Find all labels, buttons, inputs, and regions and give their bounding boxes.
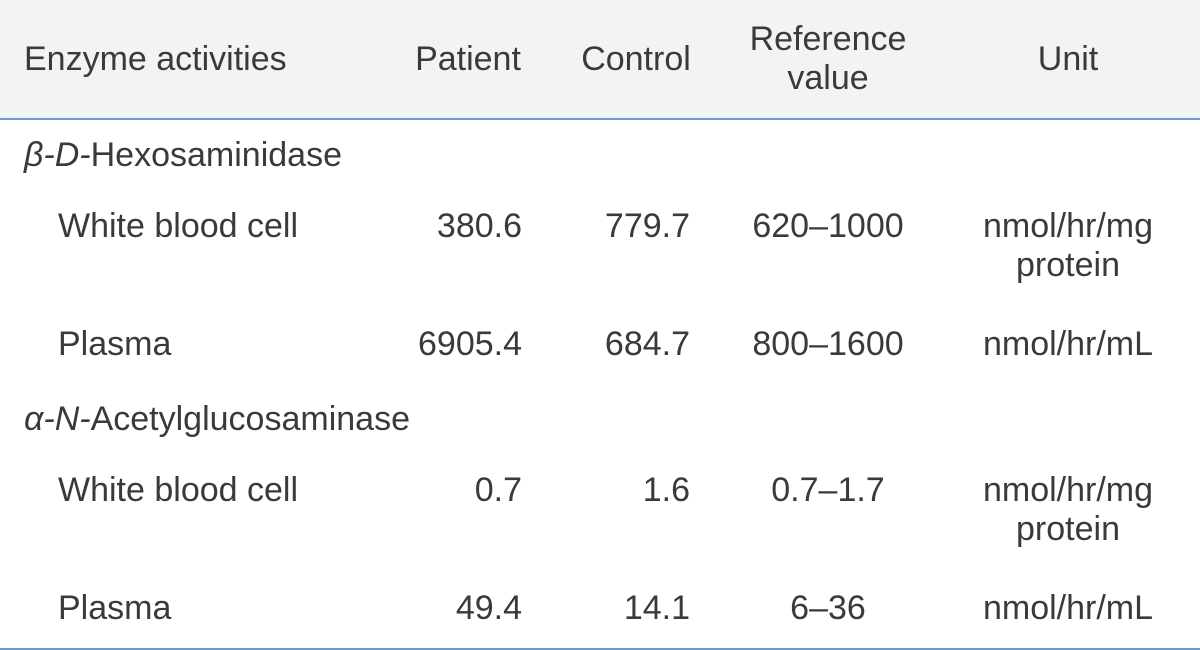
row-patient: 0.7 [384, 451, 552, 569]
row-unit-line1: nmol/hr/mg [983, 471, 1153, 509]
row-patient: 6905.4 [384, 305, 552, 384]
row-control: 1.6 [552, 451, 720, 569]
row-unit-line2: protein [1016, 246, 1120, 284]
section-title-rest: Acetylglucosaminase [91, 400, 410, 438]
row-unit-line1: nmol/hr/mg [983, 207, 1153, 245]
col-header-refvalue-text: Referencevalue [750, 20, 907, 97]
section-title-prefix: α-N- [24, 400, 91, 438]
section-title: α-N-Acetylglucosaminase [0, 384, 1200, 451]
row-unit: nmol/hr/mL [936, 569, 1200, 649]
row-unit-line2: protein [1016, 510, 1120, 548]
section-title: β-D-Hexosaminidase [0, 119, 1200, 187]
row-label: Plasma [0, 569, 384, 649]
section-heading: α-N-Acetylglucosaminase [0, 384, 1200, 451]
row-refvalue: 620–1000 [720, 187, 936, 305]
row-unit: nmol/hr/mg protein [936, 187, 1200, 305]
section-title-prefix: β-D- [24, 136, 91, 174]
table-row: White blood cell 0.7 1.6 0.7–1.7 nmol/hr… [0, 451, 1200, 569]
row-patient: 49.4 [384, 569, 552, 649]
row-unit: nmol/hr/mg protein [936, 451, 1200, 569]
row-label: White blood cell [0, 451, 384, 569]
table-header-row: Enzyme activities Patient Control Refere… [0, 0, 1200, 119]
col-header-control: Control [552, 0, 720, 119]
row-refvalue: 800–1600 [720, 305, 936, 384]
row-control: 684.7 [552, 305, 720, 384]
table-row: Plasma 49.4 14.1 6–36 nmol/hr/mL [0, 569, 1200, 649]
row-refvalue: 6–36 [720, 569, 936, 649]
col-header-patient: Patient [384, 0, 552, 119]
section-title-rest: Hexosaminidase [91, 136, 342, 174]
table-row: Plasma 6905.4 684.7 800–1600 nmol/hr/mL [0, 305, 1200, 384]
row-control: 14.1 [552, 569, 720, 649]
row-unit: nmol/hr/mL [936, 305, 1200, 384]
section-heading: β-D-Hexosaminidase [0, 119, 1200, 187]
col-header-unit: Unit [936, 0, 1200, 119]
row-control: 779.7 [552, 187, 720, 305]
col-header-enzyme: Enzyme activities [0, 0, 384, 119]
col-header-refvalue: Referencevalue [720, 0, 936, 119]
enzyme-activity-table: Enzyme activities Patient Control Refere… [0, 0, 1200, 650]
table-row: White blood cell 380.6 779.7 620–1000 nm… [0, 187, 1200, 305]
row-label: Plasma [0, 305, 384, 384]
row-label: White blood cell [0, 187, 384, 305]
row-patient: 380.6 [384, 187, 552, 305]
row-refvalue: 0.7–1.7 [720, 451, 936, 569]
